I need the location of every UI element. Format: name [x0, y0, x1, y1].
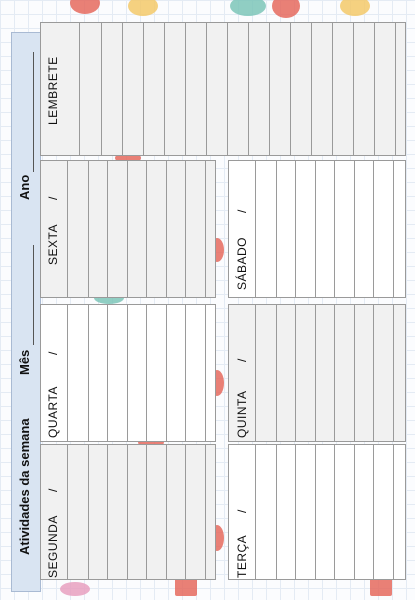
writing-line — [353, 445, 355, 579]
day-label-col — [41, 305, 68, 441]
writing-line — [269, 23, 270, 155]
writing-line — [165, 305, 167, 441]
day-label-col — [41, 161, 68, 297]
writing-line — [392, 161, 394, 297]
day-panel-sabado[interactable] — [228, 160, 406, 298]
writing-line — [165, 161, 167, 297]
writing-line — [314, 305, 316, 441]
writing-line — [204, 305, 206, 441]
sun-doodle — [70, 0, 100, 14]
writing-line — [392, 305, 394, 441]
month-line — [33, 245, 34, 345]
day-label-col — [41, 445, 68, 579]
date-slash: / — [46, 488, 60, 492]
writing-line — [204, 445, 206, 579]
writing-line — [206, 23, 207, 155]
day-panel-quinta[interactable] — [228, 304, 406, 442]
writing-line — [290, 23, 291, 155]
date-slash: / — [235, 358, 249, 362]
date-slash: / — [235, 209, 249, 213]
year-label: Ano — [17, 174, 32, 200]
writing-line — [126, 161, 128, 297]
writing-line — [185, 161, 186, 297]
day-label-col — [229, 445, 256, 579]
year-line — [33, 52, 34, 172]
writing-line — [185, 445, 186, 579]
date-slash: / — [235, 509, 249, 513]
writing-line — [353, 23, 354, 155]
writing-line — [185, 305, 186, 441]
writing-line — [227, 23, 228, 155]
writing-line — [374, 23, 375, 155]
flower-doodle — [60, 582, 90, 596]
writing-line — [353, 161, 355, 297]
writing-line — [126, 305, 128, 441]
date-slash: / — [46, 196, 60, 200]
reminder-label-col — [41, 23, 80, 155]
date-slash: / — [46, 351, 60, 355]
day-panel-segunda[interactable] — [40, 444, 216, 580]
writing-line — [87, 305, 89, 441]
writing-line — [248, 23, 249, 155]
month-label: Mês — [17, 349, 32, 375]
writing-line — [185, 23, 186, 155]
day-label-segunda: SEGUNDA — [46, 515, 60, 578]
day-label-col — [229, 305, 256, 441]
writing-line — [126, 445, 128, 579]
writing-line — [107, 445, 108, 579]
writing-line — [146, 305, 147, 441]
writing-line — [295, 161, 296, 297]
writing-line — [275, 305, 277, 441]
writing-line — [353, 305, 355, 441]
writing-line — [143, 23, 144, 155]
writing-line — [392, 445, 394, 579]
writing-line — [165, 445, 167, 579]
day-panel-quarta[interactable] — [40, 304, 216, 442]
house-doodle — [370, 578, 392, 596]
writing-line — [314, 445, 316, 579]
page-title: Atividades da semana — [17, 418, 32, 555]
day-label-quinta: QUINTA — [235, 390, 249, 438]
writing-line — [164, 23, 165, 155]
writing-line — [295, 445, 296, 579]
cloud-doodle — [230, 0, 266, 16]
writing-line — [395, 23, 396, 155]
writing-line — [107, 305, 108, 441]
writing-line — [311, 23, 312, 155]
writing-line — [334, 305, 335, 441]
day-label-col — [229, 161, 256, 297]
house-doodle — [175, 578, 197, 596]
day-label-quarta: QUARTA — [46, 386, 60, 438]
writing-line — [122, 23, 123, 155]
writing-line — [334, 445, 335, 579]
writing-line — [87, 445, 89, 579]
day-panel-sexta[interactable] — [40, 160, 216, 298]
writing-line — [332, 23, 333, 155]
writing-line — [295, 305, 296, 441]
girl-doodle — [340, 0, 370, 16]
writing-line — [146, 161, 147, 297]
writing-line — [146, 445, 147, 579]
reminder-label: LEMBRETE — [46, 56, 60, 125]
reminder-panel[interactable] — [40, 22, 406, 156]
writing-line — [373, 305, 374, 441]
writing-line — [334, 161, 335, 297]
sun-doodle — [272, 0, 300, 18]
writing-line — [373, 161, 374, 297]
writing-line — [107, 161, 108, 297]
day-label-sabado: SÁBADO — [235, 236, 249, 290]
writing-line — [204, 161, 206, 297]
writing-line — [275, 445, 277, 579]
day-panel-terca[interactable] — [228, 444, 406, 580]
day-label-sexta: SEXTA — [46, 224, 60, 265]
writing-line — [275, 161, 277, 297]
day-label-terca: TERÇA — [235, 534, 249, 578]
writing-line — [101, 23, 102, 155]
writing-line — [373, 445, 374, 579]
writing-line — [87, 161, 89, 297]
girl-doodle — [128, 0, 158, 16]
writing-line — [314, 161, 316, 297]
